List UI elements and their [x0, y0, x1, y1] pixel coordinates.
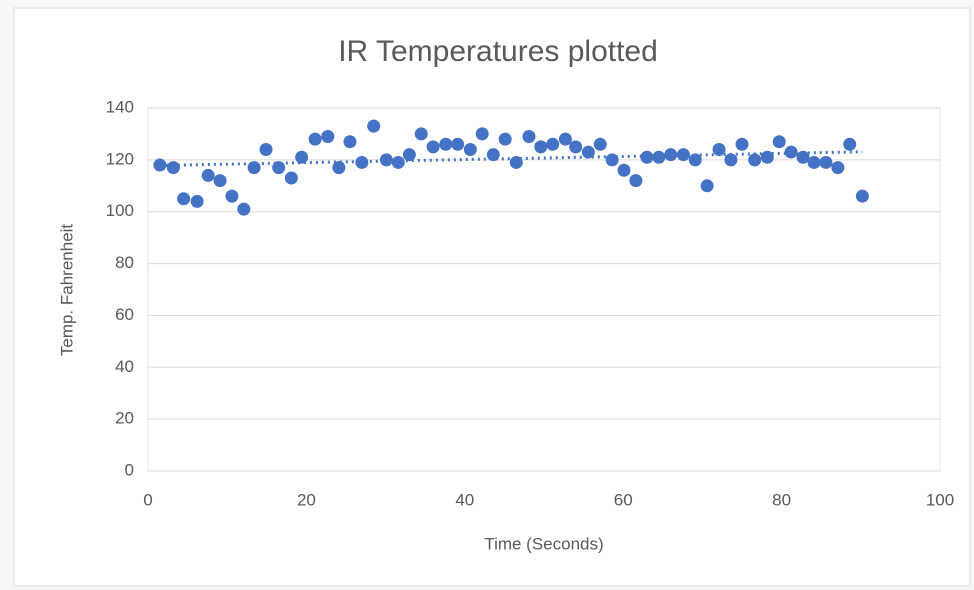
- point: [843, 137, 857, 151]
- x-tick-label: 40: [455, 490, 474, 509]
- x-axis-label: Time (Seconds): [484, 534, 603, 553]
- point: [343, 135, 357, 149]
- point: [772, 135, 786, 149]
- x-tick-label: 60: [614, 490, 633, 509]
- chart-title: IR Temperatures plotted: [338, 35, 658, 68]
- point: [534, 140, 548, 154]
- point: [498, 132, 512, 146]
- point: [748, 153, 762, 167]
- y-tick-label: 120: [106, 149, 134, 168]
- y-tick-label: 60: [115, 305, 134, 324]
- y-tick-label: 140: [106, 97, 134, 116]
- point: [760, 150, 774, 164]
- x-tick-label: 20: [297, 490, 316, 509]
- point: [332, 161, 346, 175]
- point: [402, 148, 416, 162]
- point: [426, 140, 440, 154]
- point: [308, 132, 322, 146]
- point: [213, 174, 227, 188]
- point: [735, 137, 749, 151]
- x-tick-label: 100: [926, 490, 954, 509]
- point: [486, 148, 500, 162]
- point: [522, 130, 536, 144]
- point: [295, 150, 309, 164]
- point: [546, 137, 560, 151]
- y-tick-label: 40: [115, 357, 134, 376]
- point: [475, 127, 489, 141]
- point: [367, 119, 381, 133]
- point: [569, 140, 583, 154]
- point: [605, 153, 619, 167]
- y-tick-label: 0: [125, 460, 134, 479]
- point: [796, 150, 810, 164]
- point: [463, 142, 477, 156]
- point: [509, 155, 523, 169]
- point: [688, 153, 702, 167]
- point: [451, 137, 465, 151]
- chart-area: [13, 7, 971, 587]
- point: [177, 192, 191, 206]
- y-tick-label: 20: [115, 409, 134, 428]
- point: [558, 132, 572, 146]
- point: [247, 161, 261, 175]
- point: [807, 155, 821, 169]
- point: [819, 155, 833, 169]
- point: [355, 155, 369, 169]
- point: [439, 137, 453, 151]
- point: [629, 174, 643, 188]
- point: [414, 127, 428, 141]
- y-tick-label: 100: [106, 201, 134, 220]
- point: [831, 161, 845, 175]
- point: [700, 179, 714, 193]
- point: [379, 153, 393, 167]
- y-tick-label: 80: [115, 253, 134, 272]
- point: [724, 153, 738, 167]
- point: [593, 137, 607, 151]
- point: [321, 130, 335, 144]
- point: [259, 142, 273, 156]
- x-tick-label: 80: [772, 490, 791, 509]
- point: [391, 155, 405, 169]
- point: [712, 142, 726, 156]
- point: [166, 161, 180, 175]
- y-axis-label: Temp. Fahrenheit: [57, 224, 76, 357]
- point: [225, 189, 239, 203]
- point: [237, 202, 251, 216]
- point: [201, 168, 215, 182]
- x-tick-label: 0: [143, 490, 152, 509]
- point: [855, 189, 869, 203]
- point: [617, 163, 631, 177]
- point: [284, 171, 298, 185]
- point: [581, 145, 595, 159]
- point: [190, 194, 204, 208]
